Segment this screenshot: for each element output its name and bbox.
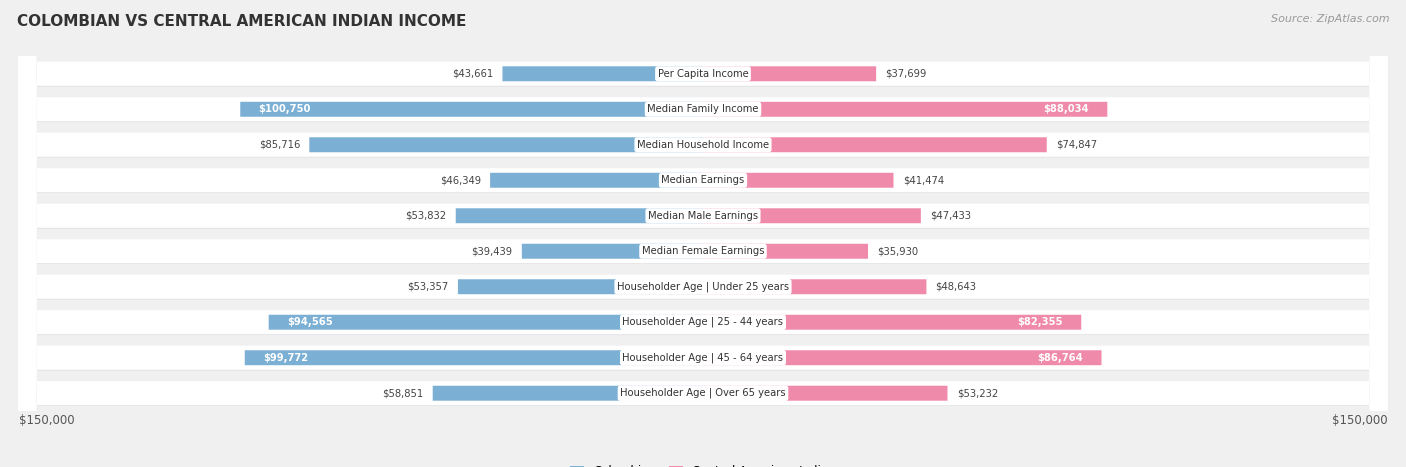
Text: $53,357: $53,357: [408, 282, 449, 292]
FancyBboxPatch shape: [703, 315, 1081, 330]
FancyBboxPatch shape: [18, 0, 1388, 467]
FancyBboxPatch shape: [240, 102, 703, 117]
FancyBboxPatch shape: [18, 0, 1388, 467]
FancyBboxPatch shape: [703, 279, 927, 294]
Text: $35,930: $35,930: [877, 246, 918, 256]
Text: $46,349: $46,349: [440, 175, 481, 185]
Text: Householder Age | 25 - 44 years: Householder Age | 25 - 44 years: [623, 317, 783, 327]
FancyBboxPatch shape: [18, 0, 1388, 467]
Text: $53,232: $53,232: [956, 388, 998, 398]
FancyBboxPatch shape: [18, 0, 1388, 467]
FancyBboxPatch shape: [703, 244, 868, 259]
Text: $37,699: $37,699: [886, 69, 927, 79]
FancyBboxPatch shape: [18, 0, 1388, 467]
Text: $74,847: $74,847: [1056, 140, 1097, 150]
Text: Median Earnings: Median Earnings: [661, 175, 745, 185]
Text: Median Household Income: Median Household Income: [637, 140, 769, 150]
FancyBboxPatch shape: [309, 137, 703, 152]
Text: COLOMBIAN VS CENTRAL AMERICAN INDIAN INCOME: COLOMBIAN VS CENTRAL AMERICAN INDIAN INC…: [17, 14, 467, 29]
Text: Per Capita Income: Per Capita Income: [658, 69, 748, 79]
FancyBboxPatch shape: [456, 208, 703, 223]
Text: Householder Age | Under 25 years: Householder Age | Under 25 years: [617, 282, 789, 292]
FancyBboxPatch shape: [18, 0, 1388, 467]
FancyBboxPatch shape: [433, 386, 703, 401]
FancyBboxPatch shape: [703, 66, 876, 81]
FancyBboxPatch shape: [491, 173, 703, 188]
Text: $150,000: $150,000: [1331, 414, 1388, 427]
FancyBboxPatch shape: [703, 102, 1108, 117]
Text: $150,000: $150,000: [18, 414, 75, 427]
Text: $43,661: $43,661: [453, 69, 494, 79]
Text: Median Male Earnings: Median Male Earnings: [648, 211, 758, 221]
FancyBboxPatch shape: [18, 0, 1388, 467]
Text: Householder Age | 45 - 64 years: Householder Age | 45 - 64 years: [623, 353, 783, 363]
FancyBboxPatch shape: [18, 0, 1388, 467]
Text: Source: ZipAtlas.com: Source: ZipAtlas.com: [1271, 14, 1389, 24]
FancyBboxPatch shape: [18, 0, 1388, 467]
FancyBboxPatch shape: [18, 0, 1388, 467]
FancyBboxPatch shape: [703, 386, 948, 401]
FancyBboxPatch shape: [522, 244, 703, 259]
FancyBboxPatch shape: [18, 0, 1388, 467]
Text: $53,832: $53,832: [405, 211, 447, 221]
FancyBboxPatch shape: [18, 0, 1388, 467]
FancyBboxPatch shape: [703, 137, 1047, 152]
Text: Median Family Income: Median Family Income: [647, 104, 759, 114]
FancyBboxPatch shape: [245, 350, 703, 365]
Text: $48,643: $48,643: [935, 282, 977, 292]
Text: $88,034: $88,034: [1043, 104, 1090, 114]
FancyBboxPatch shape: [502, 66, 703, 81]
FancyBboxPatch shape: [18, 0, 1388, 467]
Text: Median Female Earnings: Median Female Earnings: [641, 246, 765, 256]
Text: $82,355: $82,355: [1018, 317, 1063, 327]
FancyBboxPatch shape: [703, 208, 921, 223]
FancyBboxPatch shape: [458, 279, 703, 294]
Text: $39,439: $39,439: [471, 246, 513, 256]
Text: $94,565: $94,565: [287, 317, 333, 327]
FancyBboxPatch shape: [18, 0, 1388, 467]
FancyBboxPatch shape: [703, 350, 1101, 365]
FancyBboxPatch shape: [703, 173, 893, 188]
FancyBboxPatch shape: [18, 0, 1388, 467]
FancyBboxPatch shape: [18, 0, 1388, 467]
FancyBboxPatch shape: [18, 0, 1388, 467]
Text: $86,764: $86,764: [1038, 353, 1083, 363]
FancyBboxPatch shape: [18, 0, 1388, 467]
Text: $47,433: $47,433: [929, 211, 972, 221]
Text: $100,750: $100,750: [259, 104, 311, 114]
Text: $41,474: $41,474: [903, 175, 943, 185]
FancyBboxPatch shape: [18, 0, 1388, 467]
Legend: Colombian, Central American Indian: Colombian, Central American Indian: [565, 460, 841, 467]
FancyBboxPatch shape: [269, 315, 703, 330]
FancyBboxPatch shape: [18, 0, 1388, 467]
Text: $58,851: $58,851: [382, 388, 423, 398]
Text: Householder Age | Over 65 years: Householder Age | Over 65 years: [620, 388, 786, 398]
Text: $85,716: $85,716: [259, 140, 299, 150]
Text: $99,772: $99,772: [263, 353, 308, 363]
